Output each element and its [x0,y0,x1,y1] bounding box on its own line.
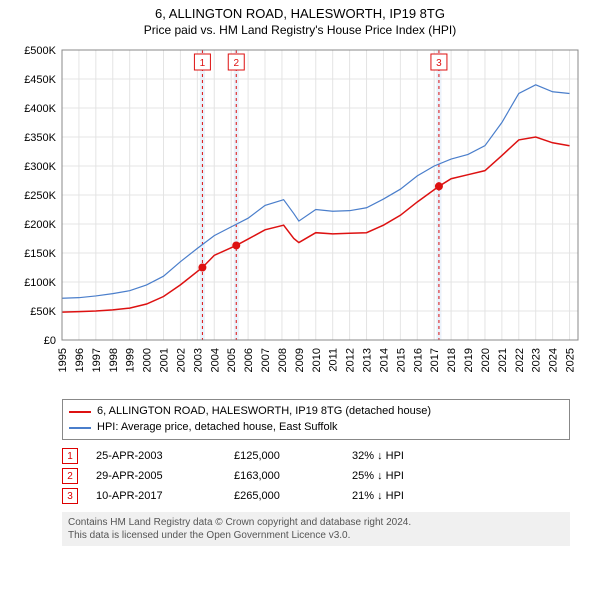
svg-text:2019: 2019 [463,348,475,372]
legend-swatch [69,411,91,413]
svg-text:2025: 2025 [565,348,577,372]
svg-text:2023: 2023 [531,348,543,372]
svg-text:£250K: £250K [24,190,56,202]
event-row: 3 10-APR-2017 £265,000 21% ↓ HPI [62,486,570,506]
svg-text:2000: 2000 [142,348,154,372]
svg-text:2014: 2014 [378,348,390,372]
svg-text:£350K: £350K [24,132,56,144]
svg-text:2012: 2012 [345,348,357,372]
svg-text:2016: 2016 [412,348,424,372]
svg-text:2011: 2011 [328,348,340,372]
legend-swatch [69,427,91,429]
svg-text:2020: 2020 [480,348,492,372]
svg-text:1: 1 [200,58,206,69]
legend-label: 6, ALLINGTON ROAD, HALESWORTH, IP19 8TG … [97,404,431,419]
event-price: £265,000 [234,490,334,502]
svg-text:£400K: £400K [24,103,56,115]
svg-text:2018: 2018 [446,348,458,372]
chart-subtitle: Price paid vs. HM Land Registry's House … [0,23,600,45]
svg-text:2003: 2003 [192,348,204,372]
event-pct: 21% ↓ HPI [352,490,404,502]
svg-text:2001: 2001 [159,348,171,372]
svg-text:2010: 2010 [311,348,323,372]
svg-text:£450K: £450K [24,74,56,86]
svg-text:2: 2 [233,58,239,69]
svg-text:£50K: £50K [30,306,56,318]
chart-title: 6, ALLINGTON ROAD, HALESWORTH, IP19 8TG [0,0,600,23]
svg-text:2022: 2022 [514,348,526,372]
svg-text:2005: 2005 [226,348,238,372]
legend-item: 6, ALLINGTON ROAD, HALESWORTH, IP19 8TG … [69,404,563,419]
event-marker-icon: 3 [62,488,78,504]
svg-text:£0: £0 [44,335,56,347]
svg-text:1995: 1995 [57,348,69,372]
svg-text:£300K: £300K [24,161,56,173]
svg-text:2013: 2013 [362,348,374,372]
svg-text:2008: 2008 [277,348,289,372]
svg-text:£100K: £100K [24,277,56,289]
svg-text:2002: 2002 [175,348,187,372]
svg-text:£150K: £150K [24,248,56,260]
svg-text:2009: 2009 [294,348,306,372]
chart-area: £0 £50K £100K £150K £200K £250K £300K £350K £400… [0,44,600,395]
event-price: £125,000 [234,450,334,462]
event-date: 29-APR-2005 [96,470,216,482]
event-row: 1 25-APR-2003 £125,000 32% ↓ HPI [62,446,570,466]
legend-label: HPI: Average price, detached house, East… [97,420,338,435]
event-date: 10-APR-2017 [96,490,216,502]
svg-text:2007: 2007 [260,348,272,372]
svg-text:2015: 2015 [395,348,407,372]
svg-text:£500K: £500K [24,45,56,57]
event-marker-icon: 1 [62,448,78,464]
legend: 6, ALLINGTON ROAD, HALESWORTH, IP19 8TG … [62,399,570,440]
price-chart: £0 £50K £100K £150K £200K £250K £300K £350K £400… [0,44,600,392]
event-row: 2 29-APR-2005 £163,000 25% ↓ HPI [62,466,570,486]
svg-text:1996: 1996 [74,348,86,372]
svg-text:2017: 2017 [429,348,441,372]
event-price: £163,000 [234,470,334,482]
footer-line: This data is licensed under the Open Gov… [68,529,564,542]
svg-text:3: 3 [436,58,442,69]
event-marker-icon: 2 [62,468,78,484]
legend-item: HPI: Average price, detached house, East… [69,420,563,435]
svg-text:1999: 1999 [125,348,137,372]
svg-text:1997: 1997 [91,348,103,372]
svg-text:2004: 2004 [209,348,221,372]
svg-text:2006: 2006 [243,348,255,372]
attribution-footer: Contains HM Land Registry data © Crown c… [62,512,570,546]
svg-text:2024: 2024 [548,348,560,372]
event-pct: 25% ↓ HPI [352,470,404,482]
footer-line: Contains HM Land Registry data © Crown c… [68,516,564,529]
event-pct: 32% ↓ HPI [352,450,404,462]
svg-text:1998: 1998 [108,348,120,372]
events-table: 1 25-APR-2003 £125,000 32% ↓ HPI 2 29-AP… [62,446,570,506]
event-date: 25-APR-2003 [96,450,216,462]
svg-text:2021: 2021 [497,348,509,372]
svg-text:£200K: £200K [24,219,56,231]
